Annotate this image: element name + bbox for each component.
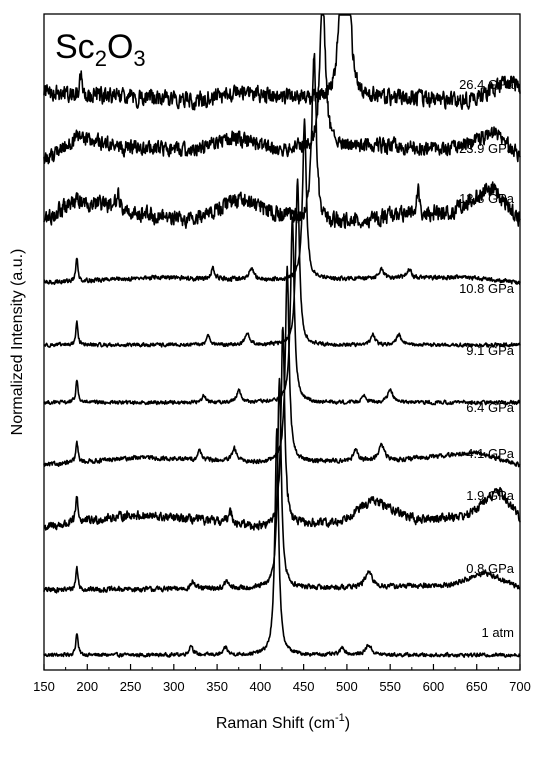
spectrum-line [43,14,521,165]
x-tick-label: 450 [293,679,315,694]
x-tick-label: 550 [379,679,401,694]
x-axis-label: Raman Shift (cm-1) [216,712,350,732]
spectrum-line [43,216,521,406]
series-label: 1.9 GPa [466,488,514,503]
series-label: 23.9 GPa [459,141,515,156]
x-axis-label-end: ) [345,715,350,732]
series-label: 4.1 GPa [466,446,514,461]
x-tick-label: 300 [163,679,185,694]
x-axis-label-main: Raman Shift (cm [216,715,335,732]
spectrum-line [43,118,521,286]
series-label: 26.4 GPa [459,77,515,92]
x-tick-label: 200 [76,679,98,694]
x-axis-ticks [43,664,521,670]
y-axis-label: Normalized Intensity (a.u.) [9,249,26,436]
x-tick-label: 500 [336,679,358,694]
series-label: 13.8 GPa [459,191,515,206]
series-labels: 1 atm 0.8 GPa 1.9 GPa 4.1 GPa 6.4 GPa 9.1 GPa… [459,77,515,640]
series-label: 9.1 GPa [466,343,514,358]
title-mid: O [107,28,133,66]
x-tick-label: 150 [33,679,55,694]
spectrum-line [43,326,521,531]
x-tick-label: 650 [466,679,488,694]
spectrum-line [43,265,521,468]
x-tick-label: 600 [423,679,445,694]
x-tick-label: 700 [509,679,531,694]
spectrum-line [43,377,521,594]
series-label: 0.8 GPa [466,561,514,576]
spectrum-line [43,52,521,229]
spectrum-line [43,14,521,111]
x-axis-label-sup: -1 [335,712,345,724]
title-base: Sc [55,28,95,66]
series-label: 1 atm [481,625,514,640]
series-label: 6.4 GPa [466,400,514,415]
spectrum-line [43,428,521,658]
series-lines [43,14,521,658]
x-tick-label: 250 [120,679,142,694]
x-tick-label: 350 [206,679,228,694]
x-axis-tick-labels: 150 200 250 300 350 400 450 500 550 600 650 700 [33,679,531,694]
chart-title: Sc2O3 [55,28,146,71]
series-label: 10.8 GPa [459,281,515,296]
spectrum-line [43,178,521,348]
title-sub-1: 2 [95,46,107,71]
x-tick-label: 400 [250,679,272,694]
title-sub-2: 3 [133,46,145,71]
